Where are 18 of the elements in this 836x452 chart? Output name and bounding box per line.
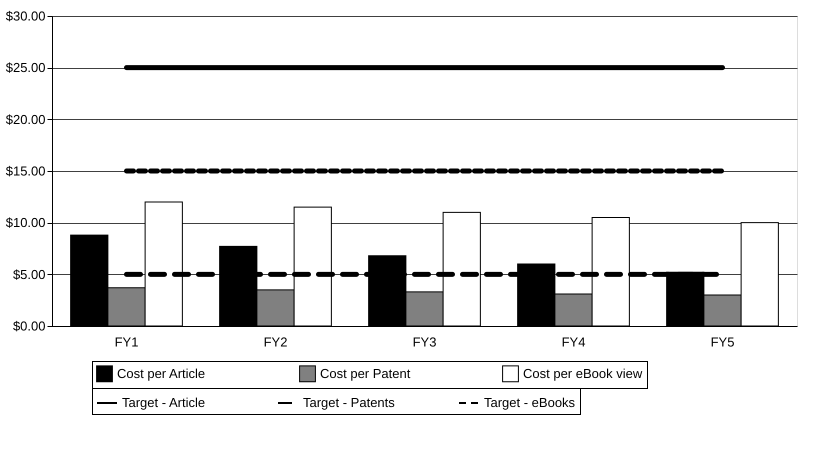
x-tick-label: FY3 [412,334,436,350]
legend-label: Target - eBooks [484,395,576,410]
legend-label: Target - Article [122,395,206,410]
y-tick-label: $0.00 [12,318,46,334]
y-tick-label: $30.00 [6,8,46,24]
x-tick-label: FY5 [710,334,734,350]
y-tick-label: $15.00 [6,164,46,178]
y-tick-label: $20.00 [6,112,46,127]
x-tick-label: FY2 [264,334,288,350]
legend-label: Target - Patents [303,395,396,410]
legend-label: Cost per Patent [320,366,411,381]
y-tick-label: $5.00 [12,266,46,282]
legend-label: Cost per Article [117,366,206,381]
x-tick-label: FY4 [562,334,586,350]
x-tick-label: FY1 [114,334,138,350]
legend-label: Cost per eBook view [523,366,643,381]
y-tick-label: $10.00 [6,215,46,230]
y-tick-label: $25.00 [6,60,46,76]
